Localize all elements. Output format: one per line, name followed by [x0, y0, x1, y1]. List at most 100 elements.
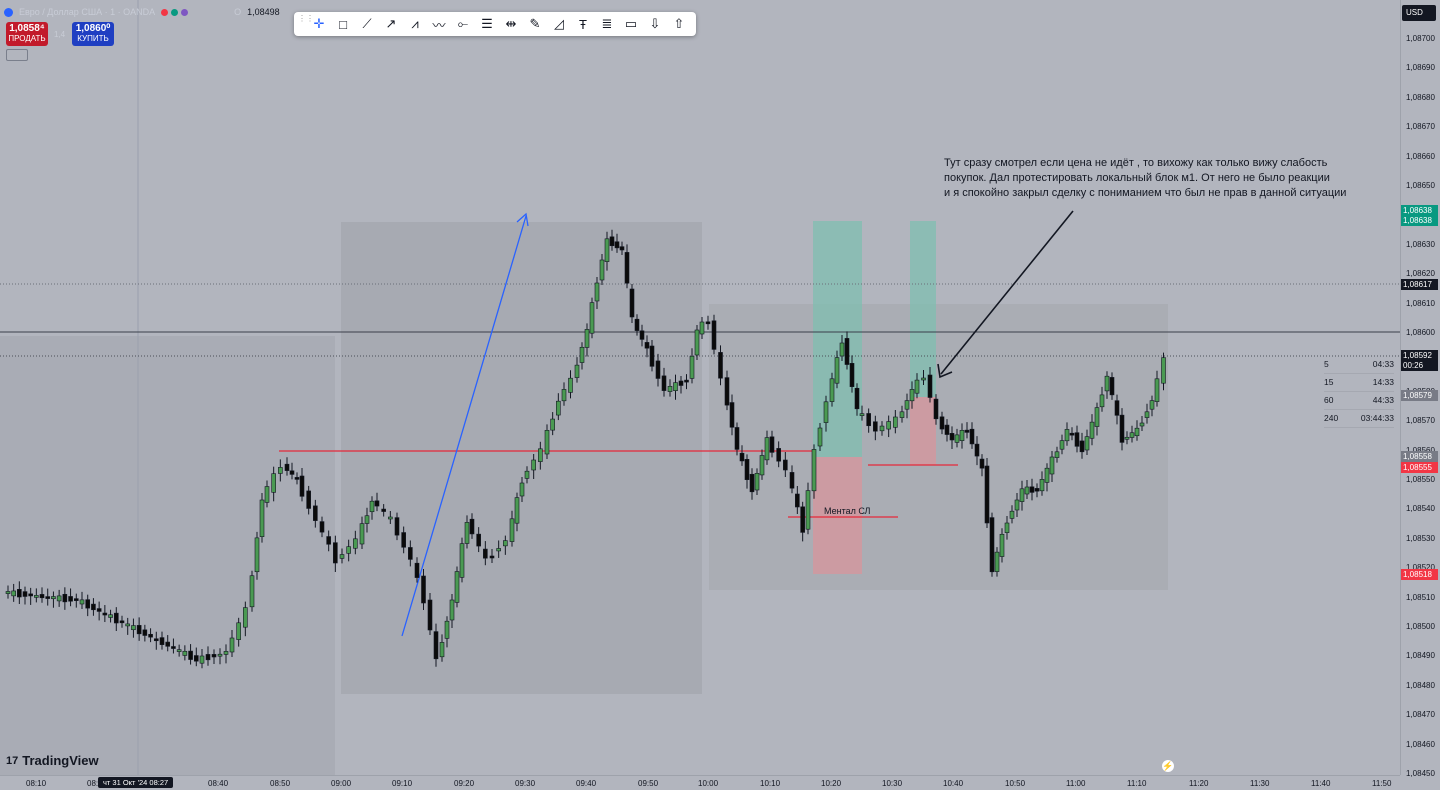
- price-label: 1,08570: [1406, 416, 1435, 426]
- candle-body: [589, 302, 595, 334]
- blue-arrow-line[interactable]: [401, 215, 527, 637]
- ray-icon[interactable]: ↗: [385, 16, 397, 31]
- buy-label: КУПИТЬ: [77, 34, 109, 43]
- annotation-line-1: Тут сразу смотрел если цена не идёт , то…: [944, 157, 1328, 169]
- annotation-arrow-head: [937, 363, 953, 379]
- candle-body: [619, 246, 625, 251]
- candle-body: [96, 608, 102, 612]
- price-axis[interactable]: [1400, 0, 1440, 775]
- sell-button[interactable]: 1,0858⁴ ПРОДАТЬ: [6, 22, 48, 46]
- candle-body: [439, 642, 445, 658]
- candle-body: [223, 651, 229, 655]
- candle-body: [879, 425, 885, 432]
- price-label: 1,08480: [1406, 680, 1435, 690]
- replay-icon[interactable]: ⚡: [1162, 760, 1174, 772]
- annotation-line-2: покупок. Дал протестировать локальный бл…: [944, 172, 1330, 184]
- candle-body: [299, 475, 305, 497]
- price-chart[interactable]: [0, 0, 1400, 775]
- price-label: 1,08460: [1406, 739, 1435, 749]
- candle-body: [205, 654, 211, 661]
- annotation-line-3: и я спокойно закрыл сделку с пониманием …: [944, 187, 1347, 199]
- stop-loss-zone-1[interactable]: [813, 457, 862, 574]
- candle-body: [805, 490, 811, 530]
- candle-body: [634, 318, 640, 331]
- range-rectangle-1[interactable]: [341, 222, 702, 694]
- candle-body: [579, 346, 585, 363]
- horizontal-ray-icon[interactable]: ⟜: [457, 16, 469, 31]
- candle-body: [1069, 432, 1075, 436]
- candle-body: [789, 472, 795, 489]
- candle-body: [182, 650, 188, 656]
- crosshair-icon[interactable]: ✛: [313, 16, 325, 31]
- candle-body: [1064, 429, 1070, 442]
- time-label: 09:10: [392, 779, 413, 788]
- time-label: 09:00: [331, 779, 352, 788]
- candle-body: [339, 554, 345, 559]
- mental-sl-label[interactable]: Ментал СЛ: [824, 506, 871, 516]
- polyline-icon[interactable]: ⩘: [411, 16, 419, 31]
- candle-body: [764, 437, 770, 461]
- rectangle-icon[interactable]: □: [339, 16, 347, 32]
- candle-body: [783, 459, 788, 471]
- annotation-text[interactable]: Тут сразу смотрел если цена не идёт , то…: [944, 156, 1346, 201]
- candle-body: [326, 536, 331, 545]
- price-tag-countdown: 00:26: [1401, 360, 1438, 371]
- ohlc-label: O: [234, 7, 242, 17]
- candle-body: [699, 321, 705, 335]
- symbol-flag-icon: [4, 7, 13, 17]
- candle-body: [159, 637, 165, 645]
- candle-body: [503, 540, 508, 547]
- candle-body: [45, 596, 51, 599]
- time-axis[interactable]: [0, 775, 1400, 790]
- text-icon[interactable]: Ŧ: [579, 16, 587, 32]
- callout-icon[interactable]: ▭: [624, 16, 638, 31]
- candle-body: [284, 463, 290, 471]
- candle-body: [131, 625, 136, 631]
- candle-body: [584, 329, 590, 348]
- candle-body: [136, 625, 142, 635]
- fib-channel-icon[interactable]: ⇹: [505, 16, 517, 31]
- candle-body: [834, 357, 840, 384]
- candle-body: [1161, 357, 1166, 384]
- time-label: 08:40: [208, 779, 229, 788]
- time-label: 11:40: [1311, 779, 1331, 788]
- annotation-arrow-line[interactable]: [940, 210, 1074, 375]
- symbol-header[interactable]: Евро / Доллар США · 1 · OANDA O 1,08498: [4, 4, 280, 20]
- arrow-up-icon[interactable]: ⇧: [673, 16, 685, 31]
- candle-body: [1129, 432, 1135, 438]
- arrow-down-icon[interactable]: ⇩: [649, 16, 661, 31]
- candle-body: [496, 548, 501, 552]
- symbol-title[interactable]: Евро / Доллар США · 1 · OANDA: [19, 7, 156, 17]
- trendline-icon[interactable]: ⟋: [362, 16, 372, 31]
- candle-body: [153, 638, 159, 642]
- candle-body: [909, 389, 915, 402]
- candle-body: [1004, 522, 1010, 533]
- brush-icon[interactable]: ✎: [529, 16, 541, 31]
- candle-body: [289, 470, 295, 475]
- collapse-toggle[interactable]: [6, 49, 28, 61]
- candle-body: [678, 380, 684, 386]
- candle-body: [193, 655, 199, 662]
- candle-body: [394, 517, 400, 536]
- candle-body: [524, 470, 530, 479]
- parallel-channel-icon[interactable]: ☰: [481, 16, 493, 31]
- take-profit-zone-2[interactable]: [910, 221, 936, 397]
- path-icon[interactable]: ◿: [554, 16, 564, 31]
- candle-body: [1094, 407, 1100, 427]
- tradingview-logo[interactable]: 17 TradingView: [6, 753, 99, 768]
- candle-body: [1089, 421, 1095, 439]
- candle-body: [217, 653, 223, 657]
- drag-handle[interactable]: ⋮⋮: [298, 14, 314, 23]
- range-rectangle-2[interactable]: [709, 304, 1168, 590]
- currency-selector[interactable]: USD: [1402, 5, 1436, 21]
- candle-body: [694, 329, 700, 356]
- stop-loss-zone-2[interactable]: [910, 397, 936, 465]
- candle-body: [899, 411, 905, 418]
- take-profit-zone-1[interactable]: [813, 221, 862, 457]
- list-icon[interactable]: ≣: [601, 16, 613, 31]
- candle-body: [476, 533, 481, 547]
- buy-button[interactable]: 1,0860⁰ КУПИТЬ: [72, 22, 114, 46]
- pattern-icon[interactable]: 〰: [432, 17, 446, 33]
- candle-body: [959, 430, 965, 441]
- tf-time: 14:33: [1372, 377, 1394, 387]
